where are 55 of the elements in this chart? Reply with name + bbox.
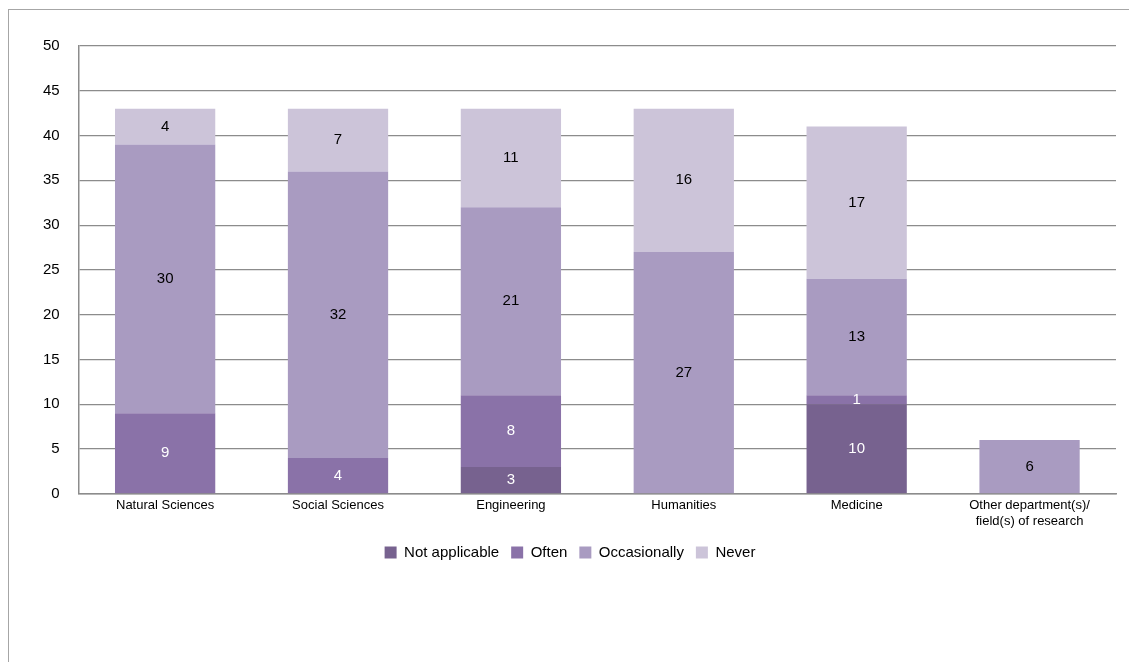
legend-label: Not applicable	[404, 542, 500, 560]
y-tick-label: 35	[43, 170, 60, 188]
x-tick-label: Other department(s)/ field(s) of research	[969, 497, 1091, 528]
data-label: 17	[848, 192, 866, 210]
data-label: 8	[506, 421, 516, 439]
bar	[114, 144, 216, 414]
x-tick-label: Engineering	[476, 497, 546, 513]
data-label: 32	[329, 304, 347, 322]
bar	[806, 278, 907, 396]
bar	[460, 395, 562, 467]
y-tick-label: 45	[43, 80, 60, 98]
bar	[633, 108, 734, 252]
data-label: 4	[160, 116, 170, 134]
data-label: 4	[333, 465, 343, 483]
y-tick-label: 50	[43, 36, 60, 54]
bar	[287, 457, 389, 494]
data-label: 30	[156, 269, 174, 286]
x-tick-label: Natural Sciences	[115, 497, 215, 513]
bar	[287, 171, 389, 458]
bar	[287, 108, 389, 172]
bar	[460, 207, 562, 396]
y-tick-label: 30	[43, 215, 60, 233]
legend-label: Occasionally	[598, 542, 685, 560]
x-tick-label: Social Sciences	[292, 497, 385, 513]
data-label: 21	[502, 291, 520, 309]
y-tick-label: 5	[51, 439, 60, 457]
y-tick-label: 10	[43, 394, 60, 412]
data-label: 11	[503, 148, 519, 166]
data-label: 6	[1025, 456, 1034, 474]
data-label: 16	[675, 170, 693, 188]
bar	[114, 413, 216, 494]
bar	[460, 108, 562, 208]
legend-label: Often	[530, 542, 568, 560]
bar	[633, 251, 734, 494]
legend-label: Never	[715, 542, 756, 560]
y-tick-label: 0	[51, 483, 60, 501]
bar	[460, 466, 562, 494]
data-label: 13	[848, 327, 866, 345]
data-label: 10	[848, 438, 866, 456]
data-label: 27	[675, 362, 693, 380]
y-tick-label: 15	[43, 349, 60, 367]
y-tick-label: 25	[43, 260, 60, 278]
data-label: 3	[506, 470, 516, 488]
bar	[979, 440, 1080, 494]
bar	[806, 395, 907, 405]
x-tick-label: Medicine	[830, 497, 883, 513]
data-label: 9	[160, 443, 170, 461]
y-tick-label: 40	[43, 125, 60, 143]
bar	[806, 126, 907, 279]
data-label: 1	[852, 389, 861, 407]
bar	[114, 108, 216, 145]
y-tick-label: 20	[43, 304, 60, 322]
data-label: 7	[333, 130, 343, 148]
bar	[806, 404, 907, 494]
x-tick-label: Humanities	[651, 497, 717, 513]
